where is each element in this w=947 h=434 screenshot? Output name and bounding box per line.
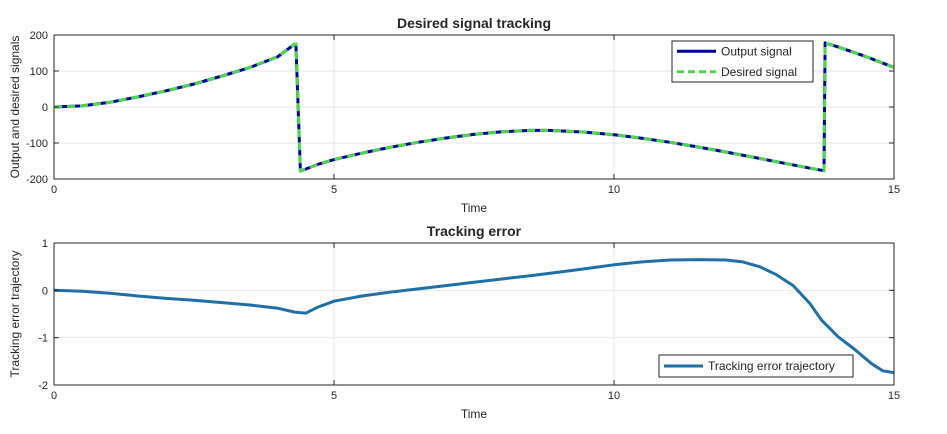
chart-title: Desired signal tracking: [397, 15, 551, 31]
x-tick-label: 15: [888, 390, 900, 402]
y-tick-label: 0: [42, 285, 48, 297]
y-tick-label: 0: [42, 102, 48, 114]
legend-label: Output signal: [721, 44, 792, 58]
axes-box: [53, 242, 895, 386]
x-axis-label: Time: [461, 407, 488, 421]
bottom-plot: 0 5 10 15 -2 -1 0 1 Tracking error Time Tracking e…: [8, 223, 900, 421]
y-tick-label: 1: [42, 238, 48, 250]
legend-label: Desired signal: [721, 65, 797, 79]
y-axis-label: Output and desired signals: [8, 36, 22, 179]
y-tick-label: 100: [30, 66, 48, 78]
series-line-2: [53, 41, 895, 173]
y-tick-label: -200: [26, 174, 48, 186]
top-plot: 0 5 10 15 -200 -100 0 100 200 Desired signal trac…: [8, 15, 900, 215]
x-tick-label: 10: [608, 184, 620, 196]
y-tick-label: -2: [38, 380, 48, 392]
series-line-1: [53, 258, 895, 375]
x-tick-label: 15: [888, 184, 900, 196]
legend-box: [671, 40, 814, 83]
x-tick-label: 10: [608, 390, 620, 402]
chart-title: Tracking error: [427, 223, 522, 239]
y-tick-label: 200: [30, 30, 48, 42]
x-tick-label: 0: [51, 390, 57, 402]
legend-label: Tracking error trajectory: [708, 359, 835, 373]
x-axis-label: Time: [461, 201, 488, 215]
y-tick-label: -100: [26, 138, 48, 150]
x-tick-label: 5: [331, 390, 337, 402]
x-tick-label: 0: [51, 184, 57, 196]
y-axis-label: Tracking error trajectory: [8, 251, 22, 378]
y-tick-label: -1: [38, 333, 48, 345]
x-tick-label: 5: [331, 184, 337, 196]
legend-box: [658, 354, 854, 378]
